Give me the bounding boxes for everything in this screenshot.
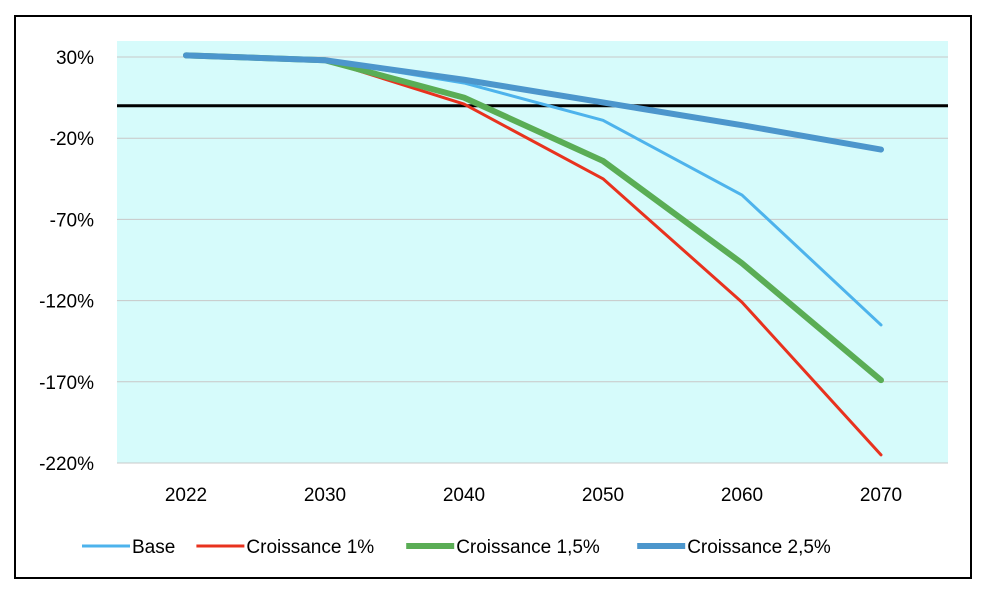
x-tick-label: 2060	[721, 485, 763, 506]
y-tick-label: 30%	[56, 48, 94, 69]
legend-label: Croissance 1%	[246, 537, 374, 558]
legend-label: Base	[132, 537, 175, 558]
x-tick-label: 2040	[443, 485, 485, 506]
gridlines	[117, 56, 948, 464]
series-lines	[183, 52, 884, 457]
legend-label: Croissance 2,5%	[687, 537, 831, 558]
x-axis-ticks: 2022 2030 2040 2050 2060 2070	[165, 485, 902, 506]
plot-area	[117, 41, 948, 463]
y-tick-label: -120%	[39, 292, 94, 313]
y-tick-label: -20%	[50, 129, 94, 150]
series-line-4	[183, 52, 884, 153]
x-tick-label: 2030	[304, 485, 346, 506]
y-tick-label: -220%	[39, 454, 94, 475]
y-tick-label: -70%	[50, 210, 94, 231]
legend: Base Croissance 1% Croissance 1,5% Croissan…	[82, 537, 831, 558]
x-tick-label: 2022	[165, 485, 207, 506]
x-tick-label: 2070	[860, 485, 902, 506]
legend-label: Croissance 1,5%	[456, 537, 600, 558]
y-tick-label: -170%	[39, 373, 94, 394]
x-tick-label: 2050	[582, 485, 624, 506]
y-axis-ticks: 30% -20% -70% -120% -170% -220%	[39, 48, 94, 475]
